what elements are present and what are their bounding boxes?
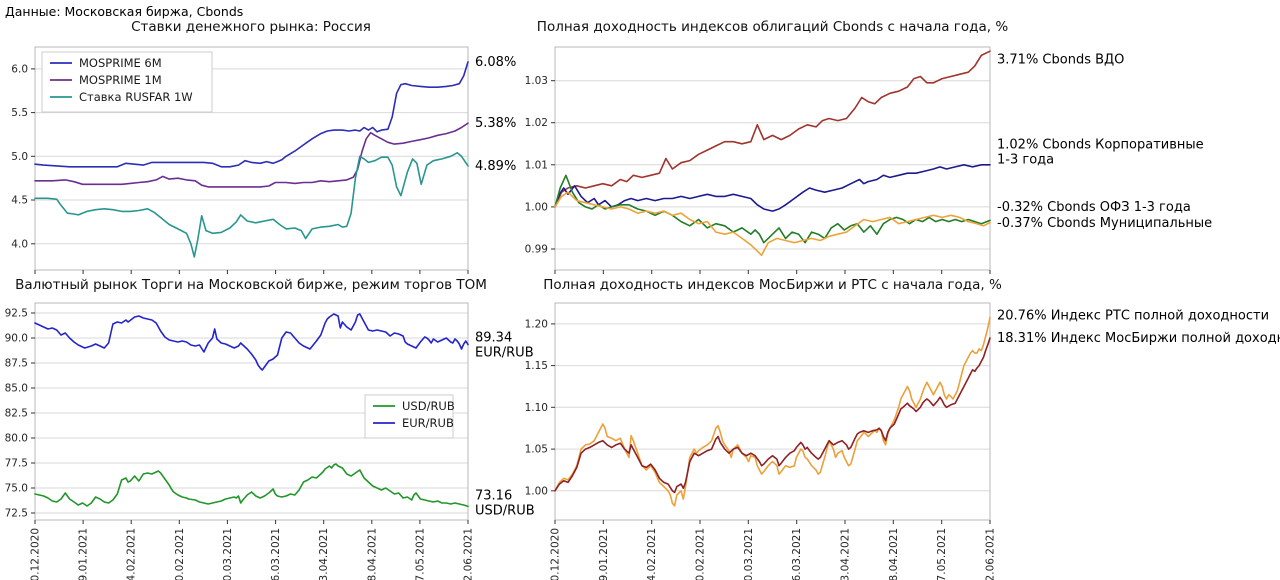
- x-tick-label: 04.02.2021: [646, 528, 658, 580]
- chart-title-moex-rts: Полная доходность индексов МосБиржи и РТ…: [543, 277, 1002, 293]
- line-end-label: 20.76% Индекс РТС полной доходности: [997, 309, 1269, 324]
- y-tick-label: 6.0: [11, 63, 28, 75]
- x-tick-label: 04.02.2021: [126, 528, 138, 580]
- x-tick-label: 26.03.2021: [270, 528, 282, 580]
- y-tick-label: 92.5: [5, 308, 28, 320]
- series-line-cbonds-ofz: [554, 174, 991, 244]
- y-tick-label: 1.20: [525, 318, 548, 330]
- series-line-eur-rub: [34, 313, 469, 371]
- legend-label: Ставка RUSFAR 1W: [79, 90, 193, 104]
- x-tick-label: 17.05.2021: [936, 528, 948, 580]
- line-end-label: 18.31% Индекс МосБиржи полной доходности: [997, 331, 1280, 346]
- y-tick-label: 5.0: [11, 151, 28, 163]
- x-tick-label: 02.06.2021: [463, 528, 475, 580]
- y-tick-label: 90.0: [5, 333, 28, 345]
- x-tick-label: 02.06.2021: [985, 528, 997, 580]
- y-tick-label: 0.99: [525, 244, 548, 256]
- x-tick-label: 19.01.2021: [598, 528, 610, 580]
- plot-moex-rts-indices: 1.00 1.05 1.10 1.15 1.20 30.12.2020 19.01.2021…: [525, 302, 1280, 580]
- series-line-mosprime-6m: [34, 61, 469, 168]
- x-tick-label: 10.03.2021: [222, 528, 234, 580]
- series-line-rts-total-return: [554, 316, 991, 507]
- line-end-label: 3.71% Cbonds ВДО: [997, 53, 1124, 68]
- series-line-cbonds-corp: [554, 164, 991, 212]
- plot-border: [34, 302, 469, 521]
- line-end-label: -0.32% Cbonds ОФЗ 1-3 года: [997, 200, 1191, 215]
- y-tick-label: 1.10: [525, 402, 548, 414]
- plot-fx-market: 72.5 75.0 77.5 80.0 82.5 85.0 87.5 90.0 92.5 30.1…: [5, 302, 535, 580]
- plot-border: [554, 46, 991, 271]
- y-tick-label: 1.03: [525, 75, 548, 87]
- series-line-rusfar-1w: [34, 152, 469, 258]
- data-source-note: Данные: Московская биржа, Cbonds: [5, 4, 244, 19]
- plot-money-market-rates: 4.0 4.5 5.0 5.5 6.0 6.08% 5.38% 4.89% MOSPRIME 6…: [11, 46, 516, 274]
- y-tick-label: 72.5: [5, 508, 28, 520]
- y-tick-label: 80.0: [5, 433, 28, 445]
- plot-border: [34, 46, 469, 271]
- line-end-label: 89.34 EUR/RUB: [475, 331, 534, 361]
- legend-label: EUR/RUB: [402, 416, 454, 430]
- x-tick-label: 19.01.2021: [78, 528, 90, 580]
- legend-box: [41, 51, 213, 113]
- legend-label: USD/RUB: [402, 399, 455, 413]
- y-tick-label: 4.5: [11, 195, 28, 207]
- legend: USD/RUB EUR/RUB: [364, 394, 455, 439]
- y-tick-label: 82.5: [5, 408, 28, 420]
- plot-cbonds-indices: 0.99 1.00 1.01 1.02 1.03 3.71% Cbonds ВДО 1.02…: [525, 46, 1212, 274]
- series-line-moex-total-return: [554, 337, 991, 494]
- line-end-label: -0.37% Cbonds Муниципальные: [997, 216, 1212, 231]
- series-line-cbonds-muni: [554, 191, 991, 257]
- y-tick-label: 4.0: [11, 238, 28, 250]
- line-end-label: 5.38%: [475, 116, 516, 131]
- x-tick-label: 17.05.2021: [414, 528, 426, 580]
- chart-title-money-market: Ставки денежного рынка: Россия: [131, 19, 371, 35]
- x-tick-label: 28.04.2021: [888, 528, 900, 580]
- series-line-cbonds-vdo: [554, 50, 991, 208]
- line-end-label: 4.89%: [475, 159, 516, 174]
- y-tick-label: 1.01: [525, 159, 548, 171]
- x-tick-label: 30.12.2020: [550, 528, 562, 580]
- y-tick-label: 5.5: [11, 107, 28, 119]
- y-tick-label: 75.0: [5, 483, 28, 495]
- x-tick-label: 13.04.2021: [840, 528, 852, 580]
- x-tick-label: 20.02.2021: [695, 528, 707, 580]
- legend-label: MOSPRIME 1M: [79, 73, 162, 87]
- y-tick-label: 1.02: [525, 117, 548, 129]
- x-tick-label: 20.02.2021: [174, 528, 186, 580]
- chart-title-cbonds-indices: Полная доходность индексов облигаций Cbo…: [536, 19, 1009, 35]
- legend-box: [364, 394, 454, 439]
- x-tick-label: 28.04.2021: [366, 528, 378, 580]
- y-tick-label: 77.5: [5, 458, 28, 470]
- x-tick-label: 13.04.2021: [318, 528, 330, 580]
- y-tick-label: 1.05: [525, 444, 548, 456]
- chart-title-fx-market: Валютный рынок Торги на Московской бирже…: [15, 277, 487, 293]
- y-tick-label: 85.0: [5, 383, 28, 395]
- line-end-label: 6.08%: [475, 55, 516, 70]
- series-line-mosprime-1m: [34, 122, 469, 188]
- series-line-usd-rub: [34, 463, 469, 508]
- x-tick-label: 30.12.2020: [30, 528, 42, 580]
- x-tick-label: 26.03.2021: [791, 528, 803, 580]
- line-end-label: 1.02% Cbonds Корпоративные 1-3 года: [997, 138, 1204, 168]
- x-tick-label: 10.03.2021: [743, 528, 755, 580]
- y-tick-label: 1.00: [525, 485, 548, 497]
- plot-border: [554, 302, 991, 521]
- y-tick-label: 1.00: [525, 201, 548, 213]
- y-tick-label: 1.15: [525, 360, 548, 372]
- y-tick-label: 87.5: [5, 358, 28, 370]
- legend-label: MOSPRIME 6M: [79, 56, 162, 70]
- line-end-label: 73.16 USD/RUB: [475, 489, 535, 519]
- legend: MOSPRIME 6M MOSPRIME 1M Ставка RUSFAR 1W: [41, 51, 213, 113]
